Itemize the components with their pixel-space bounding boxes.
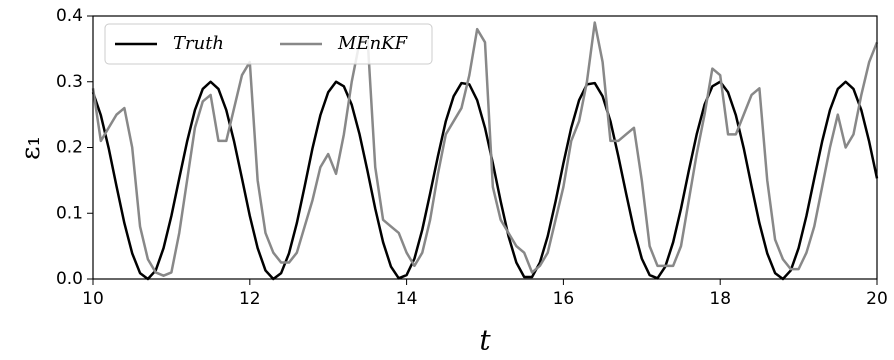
plot-frame [92,15,878,280]
x-tick-label: 14 [396,289,418,309]
x-axis-label: t [479,324,491,357]
y-tick-label: 0.2 [56,138,83,158]
y-tick-label: 0.0 [56,269,83,289]
x-tick-label: 18 [709,289,731,309]
y-tick-label: 0.4 [56,6,83,26]
x-tick-label: 10 [82,289,104,309]
series-line [91,80,879,281]
y-tick-label: 0.3 [56,72,83,92]
x-tick-label: 16 [553,289,575,309]
series-line [91,21,879,277]
y-axis-label: ε₁ [16,136,46,160]
x-tick-label: 20 [866,289,888,309]
x-tick-label: 12 [239,289,261,309]
legend-label: MEnKF [337,33,409,54]
legend-label: Truth [173,33,224,54]
legend-box [104,23,433,65]
y-tick-label: 0.1 [56,203,83,223]
